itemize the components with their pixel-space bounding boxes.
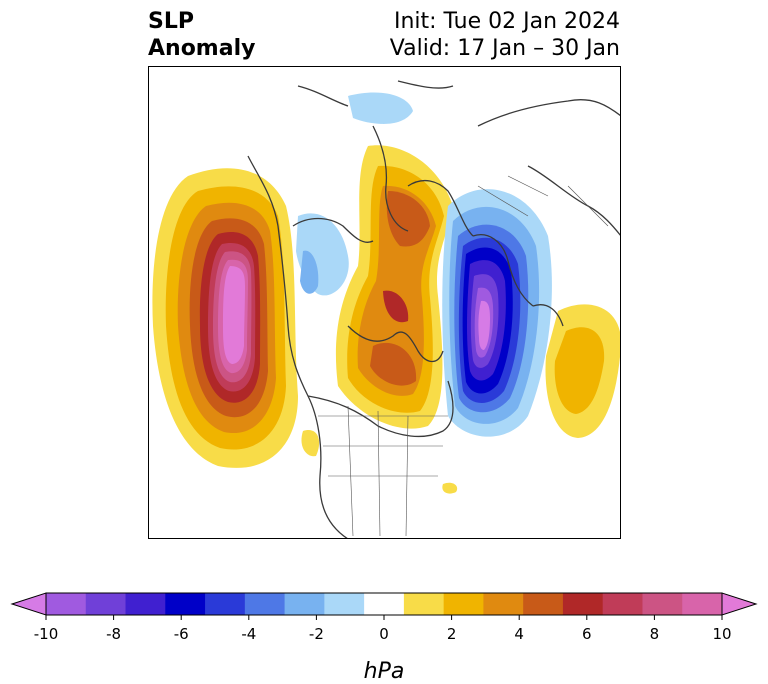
colorbar-segment [403,593,445,615]
colorbar-segment [324,593,365,615]
colorbar-segment [443,593,484,615]
colorbar-segment [205,593,246,615]
colorbar-tick-label: 2 [447,625,457,643]
title-variable-2: Anomaly [148,36,256,61]
colorbar-extend-max [721,592,758,616]
central-high-anomaly [335,145,453,429]
colorbar-segment [602,593,643,615]
colorbar-segment [244,593,286,615]
colorbar-tick-label: -8 [106,625,121,643]
map-title-left: SLP Anomaly [148,8,255,62]
colorbar-tick-label: 6 [582,625,592,643]
colorbar-segment [364,593,405,615]
east-atlantic-high-anomaly [545,304,621,438]
map-title-right: Init: Tue 02 Jan 2024 Valid: 17 Jan – 30… [390,8,620,62]
canada-low-anomaly [296,213,349,296]
colorbar-tick-label: -6 [174,625,189,643]
colorbar-label: hPa [363,659,405,684]
colorbar: -10 -8 -6 -4 -2 0 2 4 6 8 10 [10,592,758,643]
colorbar-segment [125,593,166,615]
colorbar-tick-label: 0 [379,625,389,643]
arctic-low-anomaly [348,92,413,124]
colorbar-tick-label: 4 [514,625,524,643]
colorbar-tick-label: -4 [241,625,256,643]
coastlines [247,80,621,539]
colorbar-segment [562,593,604,615]
colorbar-tick-label: -10 [34,625,59,643]
colorbar-segment [85,593,127,615]
valid-period: Valid: 17 Jan – 30 Jan [389,36,620,61]
colorbar-extend-min [10,592,47,616]
atlantic-low-anomaly [442,189,552,437]
colorbar-tick-label: 8 [650,625,660,643]
small-high-anomaly [442,482,458,494]
colorbar-segment [523,593,564,615]
political-borders [318,175,609,537]
pacific-high-anomaly [152,168,298,468]
colorbar-segment [165,593,206,615]
colorbar-segment [642,593,683,615]
colorbar-segment [682,593,723,615]
colorbar-tick-label: 10 [712,625,731,643]
init-date: Init: Tue 02 Jan 2024 [393,9,620,34]
colorbar-segment [483,593,524,615]
colorbar-segment [46,593,87,615]
title-variable: SLP [148,9,194,34]
colorbar-tick-label: -2 [309,625,324,643]
colorbar-segment [284,593,325,615]
map-frame [148,66,621,539]
anomaly-map [148,66,621,539]
us-west-high-anomaly [301,430,320,457]
